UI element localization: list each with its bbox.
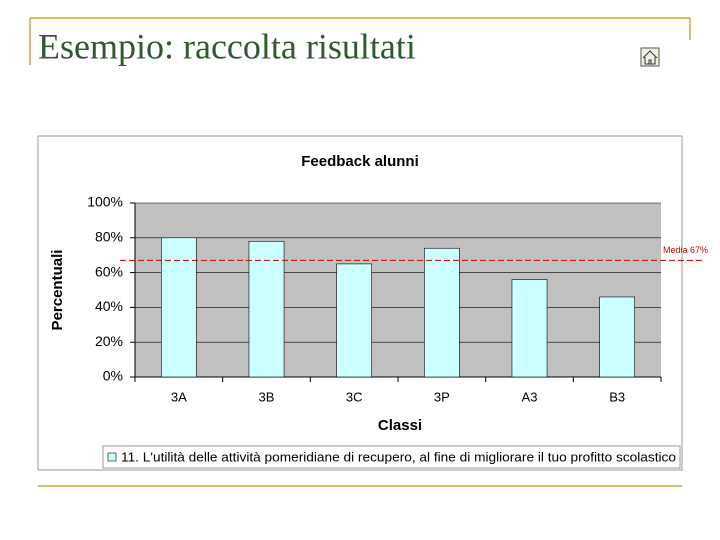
home-icon[interactable] bbox=[642, 50, 658, 65]
x-tick-label: 3B bbox=[259, 389, 275, 404]
reference-label: Media 67% bbox=[663, 245, 708, 255]
y-tick-label: 100% bbox=[87, 194, 123, 210]
y-tick-label: 20% bbox=[95, 333, 123, 349]
x-tick-label: 3A bbox=[171, 389, 187, 404]
bar bbox=[511, 279, 548, 378]
plot-area bbox=[135, 203, 661, 377]
y-tick-label: 60% bbox=[95, 263, 123, 279]
x-tick-label: B3 bbox=[609, 389, 625, 404]
home-button[interactable] bbox=[640, 47, 660, 67]
bar bbox=[423, 247, 460, 378]
y-axis-label: Percentuali bbox=[49, 250, 66, 331]
bar bbox=[161, 237, 197, 378]
bar bbox=[248, 240, 285, 378]
x-tick-label: 3C bbox=[346, 389, 363, 404]
legend-label: 11. L'utilità delle attività pomeridiane… bbox=[121, 450, 676, 464]
slide-title: Esempio: raccolta risultati bbox=[38, 26, 416, 66]
x-tick-label: 3P bbox=[434, 389, 450, 404]
x-axis-label: Classi bbox=[378, 417, 422, 434]
bar bbox=[599, 296, 636, 378]
y-tick-label: 80% bbox=[95, 229, 123, 245]
bar bbox=[336, 263, 372, 378]
legend bbox=[102, 445, 681, 469]
chart-title: Feedback alunni bbox=[301, 153, 419, 170]
x-tick-label: A3 bbox=[522, 389, 538, 404]
y-tick-label: 40% bbox=[95, 298, 123, 314]
legend-swatch bbox=[107, 452, 117, 462]
y-tick-label: 0% bbox=[103, 368, 123, 384]
